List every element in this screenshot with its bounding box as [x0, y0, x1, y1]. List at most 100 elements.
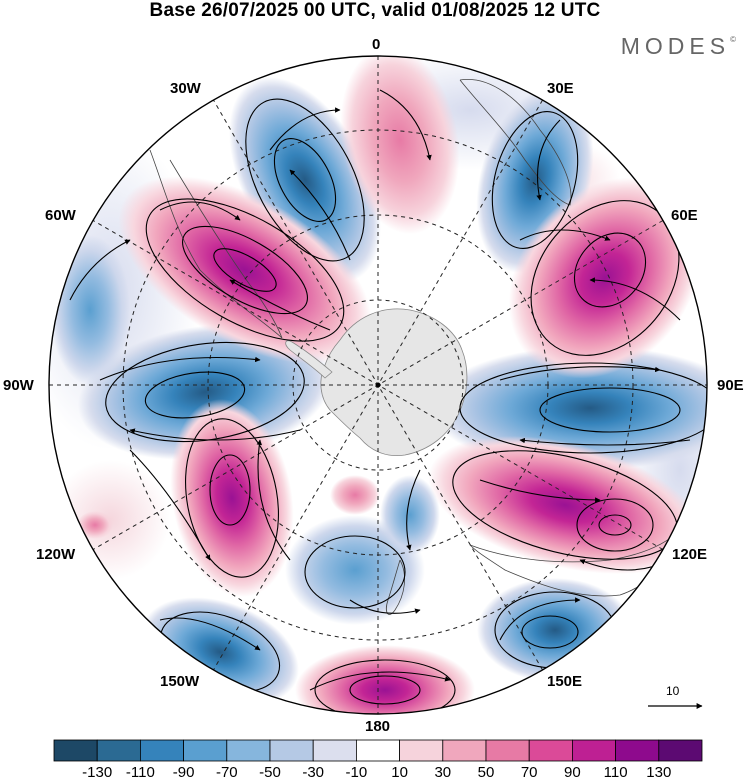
streamline-loop — [273, 138, 337, 222]
lon-label-90w: 90W — [3, 377, 34, 394]
streamline-arrow — [479, 479, 601, 503]
streamline-arrow — [256, 439, 291, 561]
streamline-loop — [145, 198, 345, 342]
colorbar-bin — [528, 739, 573, 762]
anomaly-positive-weak — [340, 56, 460, 235]
colorbar-bin — [312, 739, 357, 762]
streamline-arrow — [309, 671, 451, 691]
streamline-arrow — [536, 119, 561, 201]
streamline-loop — [349, 675, 421, 705]
colorbar-bin — [96, 739, 141, 762]
anomaly-positive-weak — [77, 511, 113, 539]
colorbar-bin — [658, 739, 703, 762]
streamline-arrow — [406, 469, 421, 551]
streamline-loop — [576, 498, 654, 552]
anomaly-positive — [508, 177, 702, 379]
anomaly-negative-weak — [50, 235, 130, 385]
lon-label-150e: 150E — [547, 673, 583, 690]
colorbar-tick-label: -50 — [259, 764, 281, 781]
colorbar-tick-label: 70 — [520, 764, 538, 781]
lon-label-30e: 30E — [547, 80, 574, 97]
anomaly-negative — [77, 324, 333, 460]
colorbar-tick-label: 50 — [477, 764, 495, 781]
streamline-loop — [182, 225, 308, 315]
lon-label-90e: 90E — [717, 377, 744, 394]
streamline-loop — [598, 514, 632, 536]
colorbar-tick-label: -130 — [82, 764, 113, 781]
anomaly-positive — [428, 435, 702, 575]
colorbar-tick-label: 130 — [646, 764, 672, 781]
streamline-loop — [304, 535, 406, 609]
streamline-arrow — [269, 107, 341, 151]
colorbar-tick-label: -90 — [172, 764, 195, 781]
streamline-loop — [209, 454, 251, 526]
streamline-arrow — [229, 279, 331, 331]
colorbar-bin — [615, 739, 660, 762]
streamline-loop — [144, 371, 246, 419]
streamline-arrow — [519, 229, 611, 241]
reference-vector-label: 10 — [666, 684, 680, 698]
colorbar-bin — [53, 739, 98, 762]
colorbar-bin — [572, 739, 617, 762]
colorbar-bin — [269, 739, 314, 762]
streamline-arrow — [99, 356, 261, 381]
colorbar-tick-label: -30 — [302, 764, 325, 781]
streamline-loop — [521, 615, 579, 649]
colorbar-bin — [183, 739, 228, 762]
wind-streamlines — [69, 89, 707, 714]
chart-title: Base 26/07/2025 00 UTC, valid 01/08/2025… — [149, 0, 601, 21]
brand-name: MODES — [620, 33, 731, 59]
anomaly-field — [49, 56, 707, 714]
colorbar-tick-label: -110 — [125, 764, 155, 781]
lon-label-120w: 120W — [36, 546, 76, 563]
colorbar — [53, 739, 703, 762]
colorbar-tick-label: 30 — [434, 764, 452, 781]
streamline-loop — [185, 418, 279, 578]
lon-label-0: 0 — [372, 36, 381, 53]
streamline-arrow — [69, 239, 131, 301]
colorbar-bin — [355, 739, 400, 762]
streamline-arrow — [159, 201, 241, 221]
colorbar-bin — [442, 739, 487, 762]
colorbar-bin — [485, 739, 530, 762]
antarctic-peninsula — [285, 340, 333, 379]
streamline-loop — [459, 362, 707, 454]
colorbar-tick-label: -70 — [215, 764, 238, 781]
colorbar-tick-label: 110 — [603, 764, 628, 781]
brand-logo: MODES© — [621, 33, 736, 60]
streamline-arrow — [499, 597, 581, 641]
lon-label-150w: 150W — [160, 673, 200, 690]
streamline-loop — [245, 98, 365, 262]
colorbar-tick-label: -10 — [345, 764, 368, 781]
anomaly-negative-weak — [380, 475, 440, 555]
anomaly-positive — [170, 398, 294, 598]
streamline-arrow — [589, 277, 681, 321]
streamline-loop — [573, 232, 647, 308]
anomaly-negative — [477, 578, 633, 682]
streamline-arrow — [129, 449, 211, 561]
africa-outline — [459, 78, 572, 206]
streamline-arrow — [499, 366, 661, 381]
anomaly-positive-weak — [330, 475, 380, 515]
streamline-loop — [539, 387, 681, 433]
streamline-arrow — [129, 428, 301, 441]
streamline-arrow — [379, 89, 432, 161]
streamline-loop — [314, 659, 456, 714]
colorbar-tick-label: 10 — [391, 764, 408, 781]
brand-copyright-mark: © — [730, 35, 736, 44]
colorbar-bin — [139, 739, 184, 762]
streamline-arrow — [519, 437, 691, 446]
colorbar-bin — [399, 739, 444, 762]
lon-label-180: 180 — [365, 718, 391, 735]
colorbar-tick-label: 90 — [564, 764, 581, 781]
streamline-arrow — [289, 169, 351, 261]
streamline-loop — [213, 248, 277, 292]
map-boundary — [48, 55, 708, 715]
streamline-loop — [491, 111, 579, 249]
lon-label-120e: 120E — [672, 546, 708, 563]
anomaly-positive — [118, 176, 372, 364]
south-pole-marker — [375, 382, 381, 388]
lon-label-30w: 30W — [170, 80, 201, 97]
colorbar-bin — [226, 739, 271, 762]
